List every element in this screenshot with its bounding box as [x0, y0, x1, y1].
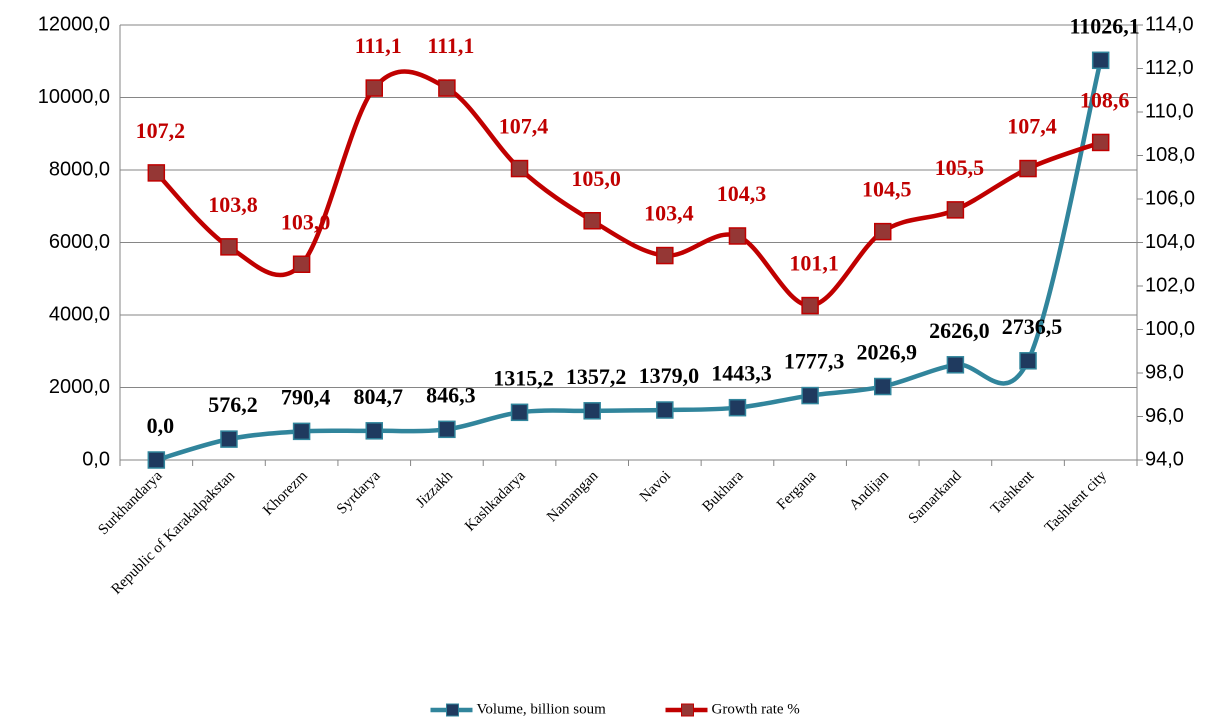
x-tick-label: Republic of Karakalpakstan: [109, 468, 239, 598]
marker: [1019, 352, 1037, 370]
y2-tick-label: 114,0: [1145, 13, 1194, 35]
data-label: 1443,3: [711, 361, 772, 386]
y2-tick-label: 112,0: [1145, 57, 1194, 79]
data-label: 111,1: [427, 33, 474, 58]
data-label: 111,1: [355, 33, 402, 58]
y2-tick-label: 96,0: [1145, 405, 1184, 427]
x-tick-label: Surkhandarya: [95, 468, 165, 538]
marker: [365, 422, 383, 440]
y-tick-label: 10000,0: [38, 86, 110, 108]
data-label: 103,0: [281, 209, 331, 234]
data-label: 104,3: [717, 181, 767, 206]
data-label: 0,0: [147, 413, 175, 438]
data-label: 2736,5: [1002, 314, 1063, 339]
x-tick-label: Tashkent: [988, 467, 1038, 517]
data-label: 804,7: [354, 384, 404, 409]
x-tick-label: Tashkent city: [1042, 468, 1110, 536]
marker: [147, 451, 166, 469]
marker: [946, 356, 965, 374]
data-label: 107,4: [1007, 114, 1057, 139]
y-tick-label: 4000,0: [49, 303, 110, 325]
marker: [365, 79, 383, 97]
data-label: 105,0: [571, 166, 621, 191]
data-label: 1315,2: [493, 365, 554, 390]
data-label: 1357,2: [566, 364, 627, 389]
marker: [656, 401, 674, 419]
marker: [583, 402, 601, 420]
marker: [946, 201, 965, 219]
x-tick-label: Jizzakh: [413, 468, 456, 511]
x-tick-label: Samarkand: [906, 468, 965, 527]
data-label: 2026,9: [857, 340, 918, 365]
data-label: 576,2: [208, 392, 258, 417]
marker: [801, 386, 819, 405]
x-tick-label: Fergana: [774, 468, 820, 514]
y-tick-label: 0,0: [82, 448, 110, 470]
data-label: 2626,0: [929, 318, 990, 343]
data-label: 101,1: [789, 251, 839, 276]
y2-tick-label: 110,0: [1145, 100, 1194, 122]
y2-tick-label: 104,0: [1145, 231, 1195, 253]
marker: [510, 403, 529, 422]
marker: [874, 377, 892, 396]
data-label: 103,4: [644, 201, 694, 226]
x-tick-label: Kashkadarya: [462, 468, 529, 535]
y2-tick-label: 106,0: [1145, 187, 1195, 209]
marker: [656, 246, 674, 265]
data-label: 846,3: [426, 382, 476, 407]
y2-tick-label: 98,0: [1145, 361, 1184, 383]
data-label: 105,5: [935, 155, 985, 180]
data-label: 790,4: [281, 384, 331, 409]
data-label: 103,8: [208, 192, 258, 217]
y-tick-label: 6000,0: [49, 231, 110, 253]
data-label: 104,5: [862, 177, 912, 202]
x-tick-label: Bukhara: [699, 468, 746, 515]
data-label: 108,6: [1080, 87, 1130, 112]
x-tick-label: Khorezm: [260, 468, 311, 519]
legend-label: Volume, billion soum: [477, 701, 607, 717]
x-tick-label: Andijan: [847, 468, 893, 514]
legend-marker: [446, 703, 459, 717]
y2-tick-label: 102,0: [1145, 274, 1195, 296]
marker: [510, 159, 529, 178]
marker: [438, 79, 456, 97]
legend-label: Growth rate %: [712, 701, 800, 717]
x-tick-label: Navoi: [637, 468, 674, 505]
data-label: 11026,1: [1070, 13, 1140, 38]
y2-tick-label: 100,0: [1145, 318, 1195, 340]
data-label: 1379,0: [639, 363, 700, 388]
y-tick-label: 12000,0: [38, 13, 110, 35]
marker: [874, 222, 892, 241]
x-tick-label: Syrdarya: [334, 468, 384, 518]
marker: [438, 420, 456, 439]
marker: [292, 255, 311, 273]
y-tick-label: 8000,0: [49, 158, 110, 180]
marker: [220, 238, 238, 256]
y2-tick-label: 108,0: [1145, 144, 1195, 166]
marker: [728, 398, 747, 417]
marker: [1091, 133, 1110, 152]
data-label: 1777,3: [784, 349, 845, 374]
marker: [292, 422, 311, 441]
marker: [1091, 51, 1110, 70]
marker: [583, 212, 601, 230]
marker: [801, 296, 819, 315]
data-label: 107,2: [136, 118, 186, 143]
legend-marker: [681, 703, 694, 717]
data-label: 107,4: [499, 114, 549, 139]
marker: [147, 164, 166, 182]
x-tick-label: Namangan: [544, 468, 602, 526]
y-tick-label: 2000,0: [49, 376, 110, 398]
marker: [728, 227, 747, 245]
marker: [220, 430, 238, 448]
y2-tick-label: 94,0: [1145, 448, 1184, 470]
marker: [1019, 159, 1037, 178]
